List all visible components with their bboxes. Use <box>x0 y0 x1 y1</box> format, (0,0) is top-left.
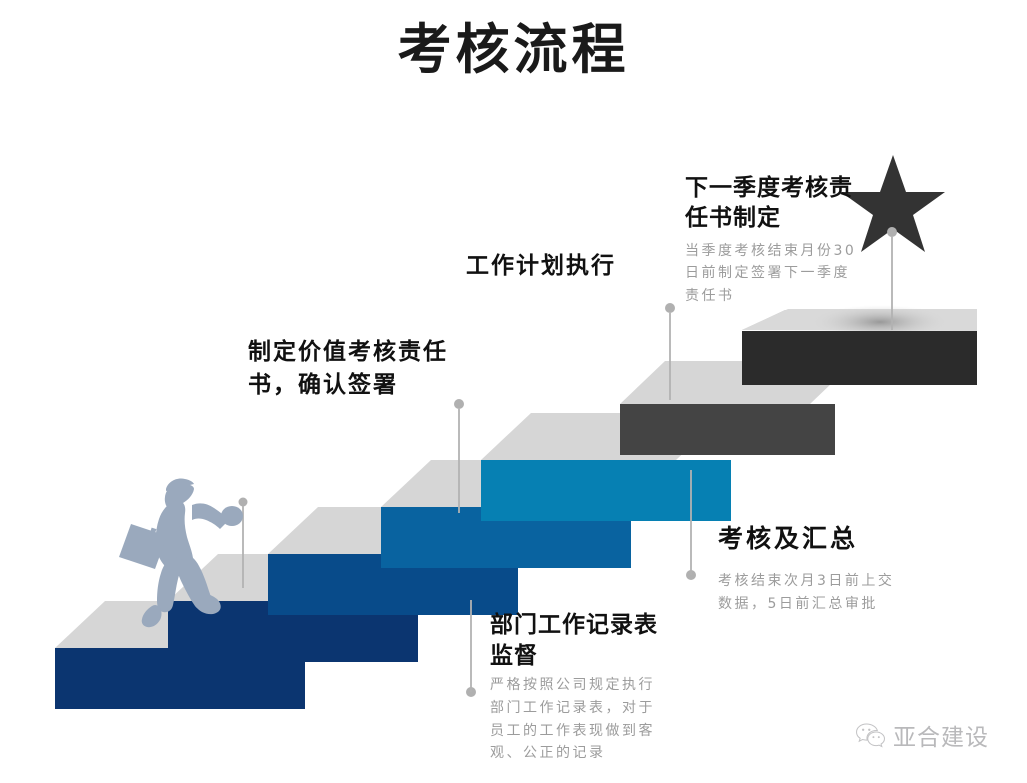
callout-step-4: 考核及汇总 考核结束次月3日前上交数据，5日前汇总审批 <box>718 523 898 617</box>
connector-pin-3 <box>665 303 675 400</box>
callout-4-headline: 考核及汇总 <box>718 524 859 553</box>
connector-pin-4 <box>887 227 897 330</box>
callout-4-body: 考核结束次月3日前上交数据，5日前汇总审批 <box>718 572 895 613</box>
callout-5-headline: 部门工作记录表监督 <box>490 612 658 669</box>
callout-step-3: 下一季度考核责任书制定 当季度考核结束月份30日前制定签署下一季度责任书 <box>685 173 860 308</box>
callout-1-headline: 制定价值考核责任书，确认签署 <box>248 339 448 398</box>
callout-step-1: 制定价值考核责任书，确认签署 <box>248 336 458 401</box>
businessman-silhouette <box>119 478 243 628</box>
callout-5-body: 严格按照公司规定执行部门工作记录表，对于员工的工作表现做到客观、公正的记录 <box>490 677 655 762</box>
connector-pin-1 <box>238 497 248 588</box>
callout-step-5: 部门工作记录表监督 严格按照公司规定执行部门工作记录表，对于员工的工作表现做到客… <box>490 610 662 765</box>
callout-3-headline: 下一季度考核责任书制定 <box>685 175 853 232</box>
callout-2-headline: 工作计划执行 <box>466 253 616 279</box>
connector-pin-5 <box>686 470 696 580</box>
callout-step-2: 工作计划执行 <box>466 250 696 282</box>
page-title: 考核流程 <box>397 18 630 81</box>
step-7-summit <box>742 305 977 385</box>
callout-3-body: 当季度考核结束月份30日前制定签署下一季度责任书 <box>685 242 857 305</box>
connector-pin-2 <box>454 399 464 513</box>
connector-pin-6 <box>466 600 476 697</box>
wechat-icon <box>856 723 885 748</box>
watermark-text: 亚合建设 <box>893 725 989 751</box>
watermark: 亚合建设 <box>855 718 989 752</box>
star-icon <box>841 155 945 252</box>
